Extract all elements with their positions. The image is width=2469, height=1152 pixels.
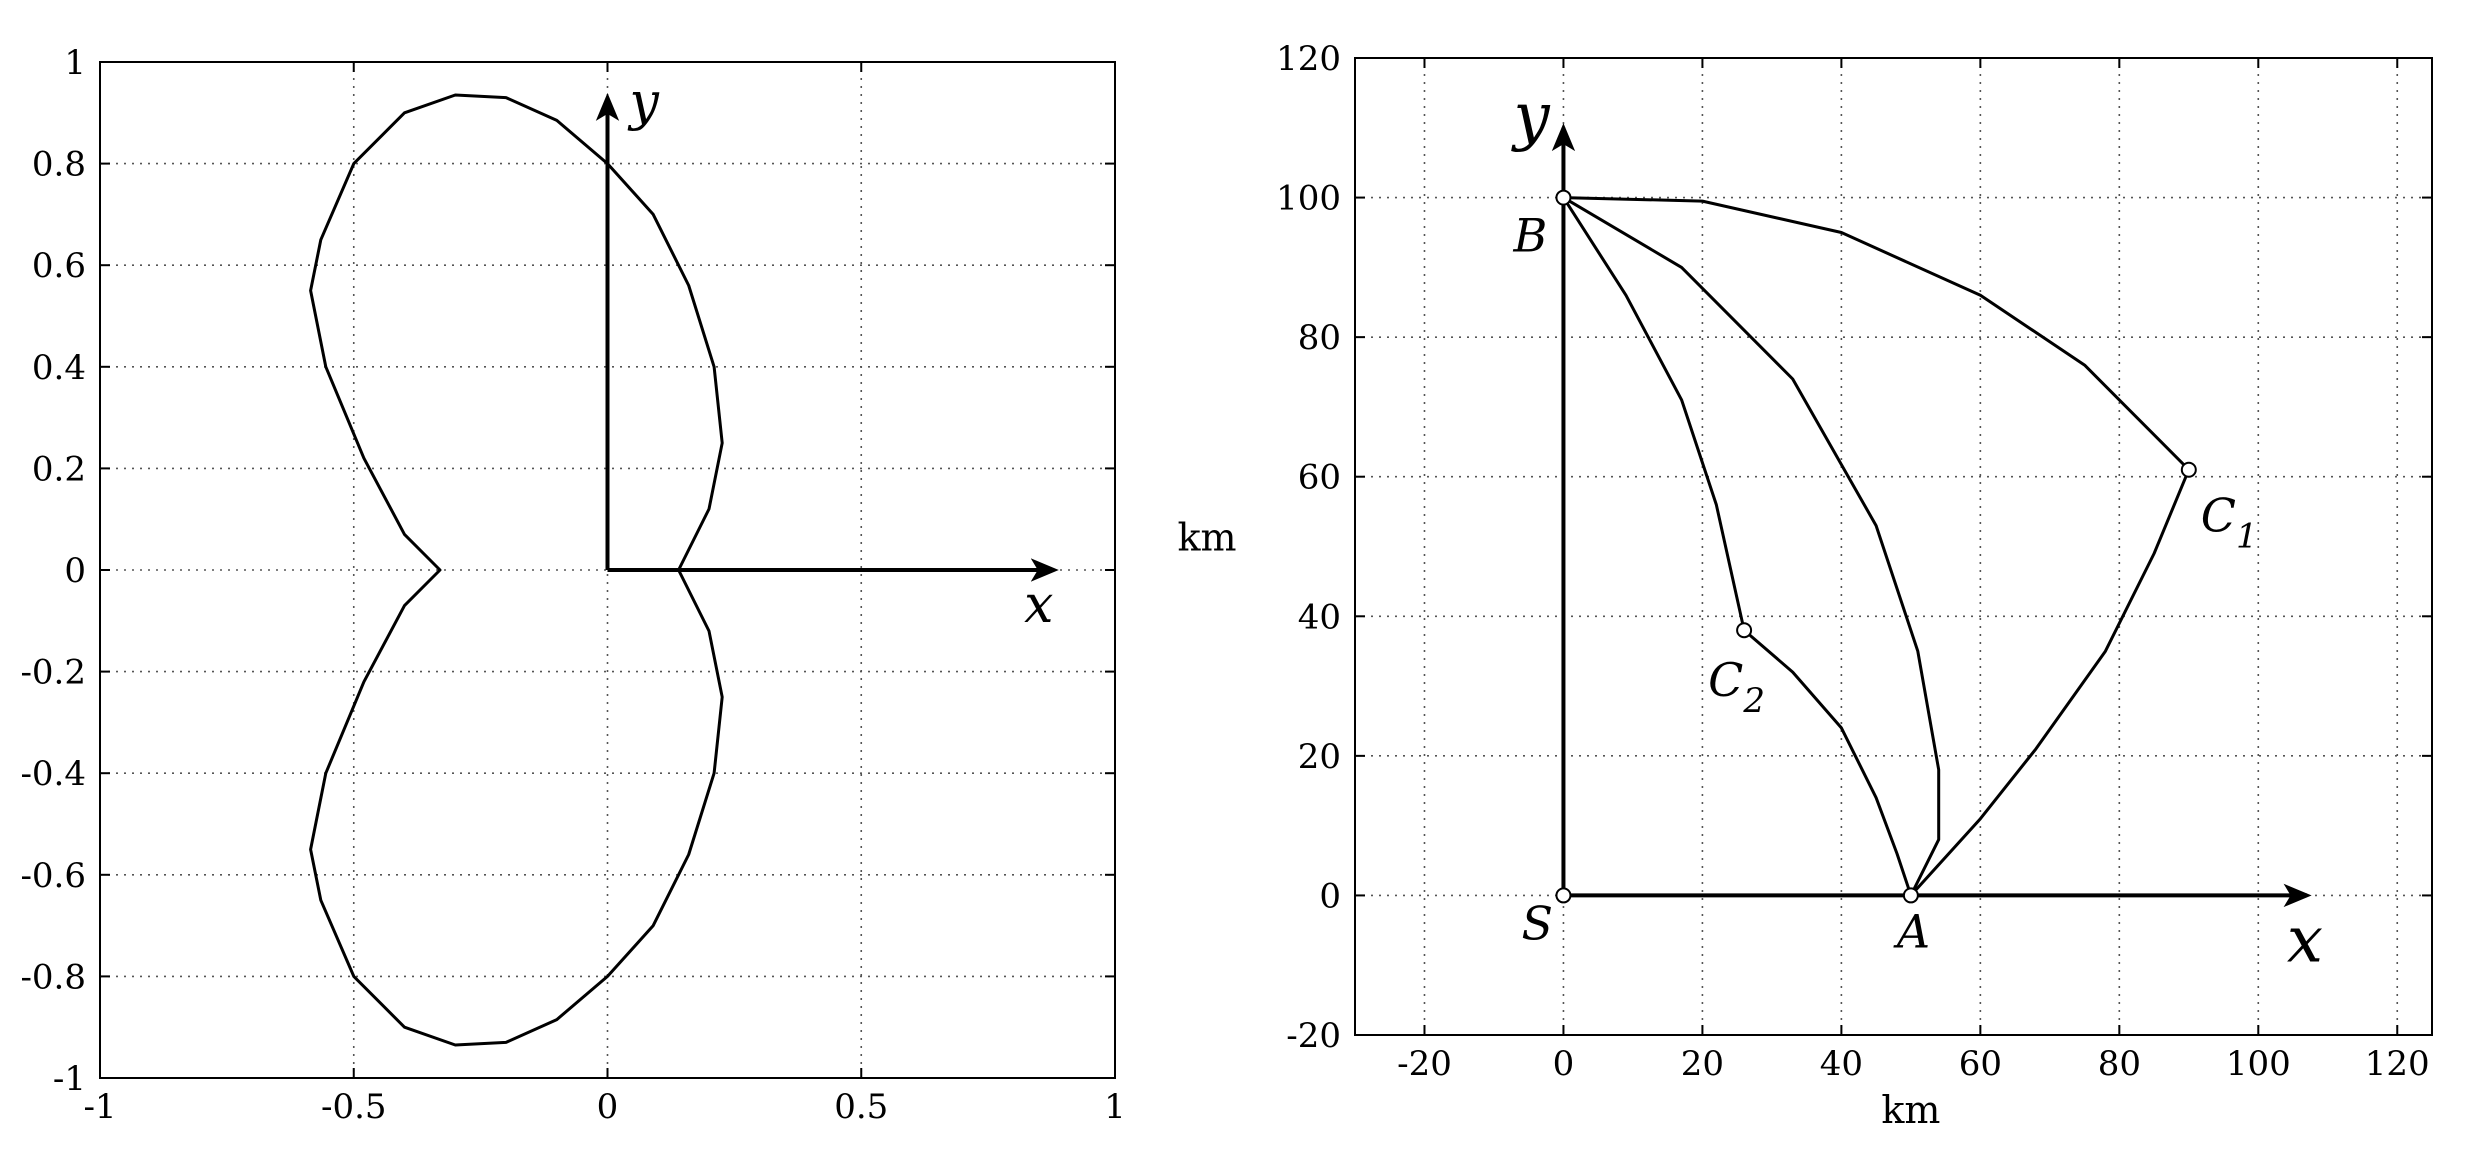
y-tick-label: 0.2 bbox=[32, 449, 86, 489]
y-tick-label: -0.2 bbox=[20, 653, 86, 693]
series-curve-0 bbox=[1563, 196, 2190, 471]
series-curve-0 bbox=[309, 93, 724, 1047]
y-tick-label: 0 bbox=[1319, 876, 1341, 916]
point-label-subscript: 2 bbox=[1742, 681, 1765, 721]
y-tick-label: 0.6 bbox=[32, 246, 86, 286]
y-tick-label: 1 bbox=[64, 43, 86, 83]
left-plot-panel: -1 -0.5 0 0.5 1 1 0.8 0.6 0.4 0.2 0 -0.2 -0.4 -0.6 -0.… bbox=[20, 43, 1125, 1127]
point-label-a: A bbox=[1893, 904, 1930, 958]
x-tick-label: 1 bbox=[1104, 1087, 1126, 1127]
point-label-letter: C bbox=[1708, 653, 1743, 707]
y-arrow-label: y bbox=[628, 73, 660, 133]
x-tick-label: 0 bbox=[597, 1087, 619, 1127]
point-label-letter: C bbox=[2201, 489, 2236, 543]
y-tick-label: 0.4 bbox=[32, 348, 86, 388]
y-tick-label: 0.8 bbox=[32, 145, 86, 185]
point-label-c2: C2 bbox=[1708, 653, 1765, 721]
point-marker-c2 bbox=[1736, 622, 1753, 639]
y-tick-label: 60 bbox=[1298, 458, 1341, 498]
y-tick-label: 120 bbox=[1276, 39, 1341, 79]
plot-frame bbox=[1354, 57, 2433, 1036]
x-tick-label: 100 bbox=[2226, 1044, 2291, 1084]
point-marker-a bbox=[1902, 887, 1919, 904]
series-curve-2 bbox=[1562, 196, 1941, 897]
point-label-s: S bbox=[1521, 896, 1553, 950]
x-tick-label: 120 bbox=[2365, 1044, 2430, 1084]
x-tick-label: -0.5 bbox=[321, 1087, 387, 1127]
x-tick-label: 40 bbox=[1820, 1044, 1863, 1084]
y-arrow-label: y bbox=[1510, 80, 1550, 154]
y-tick-label: -0.4 bbox=[20, 754, 86, 794]
series-curve-3 bbox=[1562, 196, 1746, 631]
x-tick-label: 20 bbox=[1681, 1044, 1724, 1084]
point-label-b: B bbox=[1512, 209, 1547, 263]
y-tick-label: 20 bbox=[1298, 737, 1341, 777]
point-label-letter: B bbox=[1512, 209, 1547, 263]
y-tick-label: -20 bbox=[1286, 1016, 1341, 1056]
y-tick-label: -0.6 bbox=[20, 856, 86, 896]
y-tick-label: 0 bbox=[64, 551, 86, 591]
point-label-letter: A bbox=[1893, 904, 1930, 958]
point-label-c1: C1 bbox=[2201, 489, 2258, 557]
x-tick-label: 80 bbox=[2098, 1044, 2141, 1084]
y-tick-label: 100 bbox=[1276, 179, 1341, 219]
x-axis-label: km bbox=[1881, 1088, 1940, 1132]
x-tick-label: 60 bbox=[1959, 1044, 2002, 1084]
series-curve-4 bbox=[1743, 629, 1913, 896]
x-tick-label: 0 bbox=[1553, 1044, 1575, 1084]
x-tick-label: 0.5 bbox=[834, 1087, 888, 1127]
point-label-letter: S bbox=[1521, 896, 1553, 950]
right-plot-panel: -20 0 20 40 60 80 100 120 120 100 80 60 40 20 0 -20 km km… bbox=[1177, 39, 2433, 1132]
y-tick-label: 40 bbox=[1298, 597, 1341, 637]
series-curve-1 bbox=[1909, 469, 2191, 897]
y-tick-label: -1 bbox=[53, 1059, 86, 1099]
x-tick-label: -20 bbox=[1397, 1044, 1452, 1084]
y-tick-label: -0.8 bbox=[20, 957, 86, 997]
x-arrow-label: x bbox=[1024, 575, 1053, 635]
point-marker-c1 bbox=[2180, 461, 2197, 478]
y-tick-label: 80 bbox=[1298, 318, 1341, 358]
x-arrow-label: x bbox=[2287, 903, 2323, 977]
y-axis-label: km bbox=[1177, 516, 1236, 560]
point-marker-s bbox=[1555, 887, 1572, 904]
x-tick-label: -1 bbox=[83, 1087, 116, 1127]
point-label-subscript: 1 bbox=[2236, 517, 2258, 557]
point-marker-b bbox=[1555, 189, 1572, 206]
